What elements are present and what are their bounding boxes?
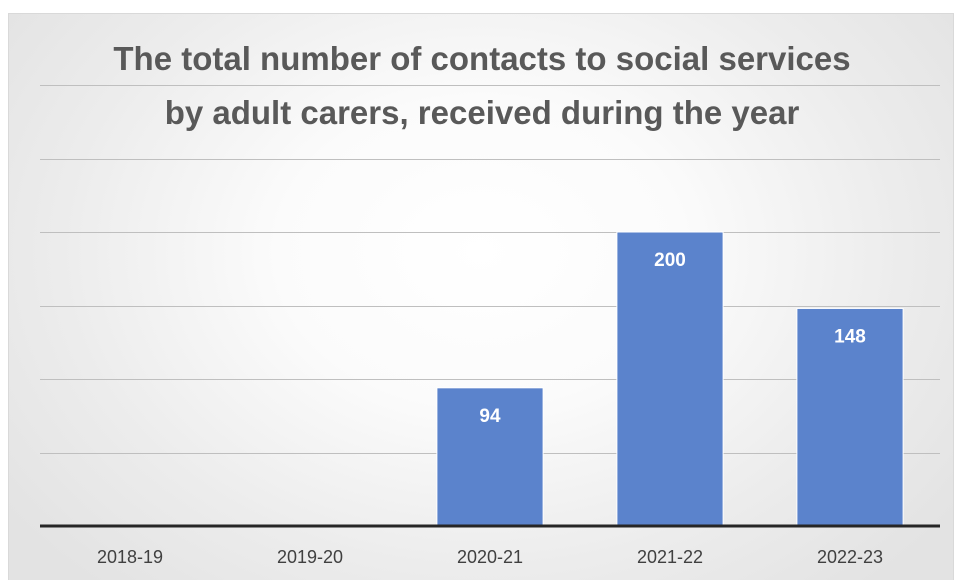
chart-title-line-1: The total number of contacts to social s… bbox=[113, 40, 850, 77]
chart-area: The total number of contacts to social s… bbox=[8, 13, 954, 580]
bars bbox=[436, 231, 904, 527]
bar-chart: The total number of contacts to social s… bbox=[40, 40, 940, 567]
x-tick-label-2018-19: 2018-19 bbox=[97, 547, 163, 567]
bar-2022-23 bbox=[796, 307, 904, 527]
bar-2021-22 bbox=[616, 231, 724, 527]
x-tick-label-2022-23: 2022-23 bbox=[817, 547, 883, 567]
chart-title-line-2: by adult carers, received during the yea… bbox=[165, 94, 800, 131]
data-labels: 94 200 148 bbox=[479, 250, 865, 427]
gridlines bbox=[40, 85, 940, 454]
data-label-2022-23: 148 bbox=[834, 326, 866, 347]
x-tick-label-2020-21: 2020-21 bbox=[457, 547, 523, 567]
data-label-2020-21: 94 bbox=[479, 406, 501, 427]
data-label-2021-22: 200 bbox=[654, 250, 686, 271]
x-axis-tick-labels: 2018-19 2019-20 2020-21 2021-22 2022-23 bbox=[97, 547, 883, 567]
x-tick-label-2019-20: 2019-20 bbox=[277, 547, 343, 567]
x-tick-label-2021-22: 2021-22 bbox=[637, 547, 703, 567]
